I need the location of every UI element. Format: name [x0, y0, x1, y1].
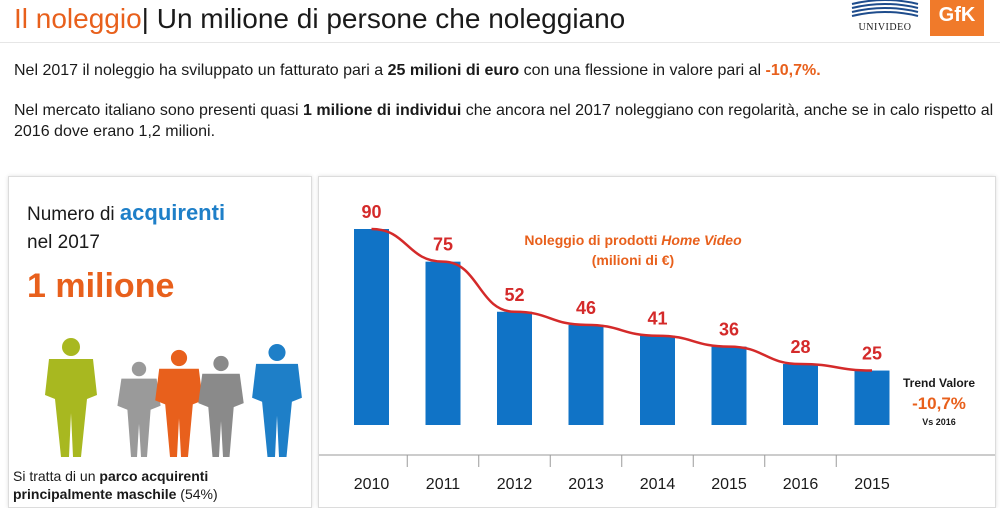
x-tick-2: 2012 — [497, 476, 533, 493]
buyers-label-suffix: nel 2017 — [27, 232, 100, 253]
intro-p2-a: Nel mercato italiano sono presenti quasi — [14, 102, 304, 119]
intro-paragraph-1: Nel 2017 il noleggio ha sviluppato un fa… — [14, 60, 994, 81]
bar-2 — [497, 311, 532, 425]
bar-6 — [783, 364, 818, 425]
person-figure-1 — [117, 361, 161, 457]
bar-label-1: 75 — [433, 235, 453, 255]
trend-line — [371, 227, 873, 372]
buyers-label: Numero di acquirenti nel 2017 — [27, 199, 225, 257]
bar-1 — [425, 261, 461, 425]
intro-paragraph-2: Nel mercato italiano sono presenti quasi… — [14, 100, 994, 142]
buyers-note-b: parco acquirenti principalmente maschile — [13, 468, 209, 502]
chart-panel: Noleggio di prodotti Home Video (milioni… — [318, 176, 996, 508]
buyers-panel: Numero di acquirenti nel 2017 1 milione … — [8, 176, 312, 508]
people-illustration — [45, 338, 302, 457]
univideo-logo-mark — [851, 0, 919, 17]
bar-label-4: 41 — [647, 309, 667, 329]
bar-0 — [354, 229, 389, 425]
x-tick-6: 2016 — [783, 476, 819, 493]
buyers-label-prefix: Numero di — [27, 204, 120, 225]
title-divider — [0, 42, 1000, 43]
x-tick-5: 2015 — [711, 476, 747, 493]
buyers-label-big: acquirenti — [119, 200, 226, 225]
title-rest: Un milione di persone che noleggiano — [148, 3, 626, 34]
buyers-note-a: Si tratta di un — [13, 468, 100, 484]
bar-3 — [568, 324, 604, 425]
univideo-logo: UNIVIDEO — [848, 0, 922, 36]
title-separator: | — [141, 3, 149, 34]
bar-label-2: 52 — [504, 285, 524, 305]
intro-p2-c: che ancora nel 2017 noleggiano con regol… — [14, 102, 994, 140]
bar-label-0: 90 — [361, 202, 381, 222]
title-accent: Il noleggio — [14, 3, 142, 34]
x-tick-0: 2010 — [354, 476, 390, 493]
intro-p1-d: -10,7%. — [765, 62, 821, 79]
person-figure-4 — [252, 343, 302, 457]
bar-label-3: 46 — [576, 298, 596, 318]
x-tick-3: 2013 — [568, 476, 604, 493]
x-tick-4: 2014 — [640, 476, 676, 493]
bar-label-6: 28 — [790, 337, 810, 357]
buyers-note: Si tratta di un parco acquirenti princip… — [13, 467, 303, 503]
buyers-note-c: (54%) — [176, 486, 218, 502]
trend-title: Trend Valore — [903, 376, 975, 390]
person-figure-3 — [198, 355, 244, 457]
bar-4 — [640, 335, 675, 425]
bar-label-5: 36 — [719, 320, 739, 340]
intro-p2-b: 1 milione di individui — [303, 102, 462, 119]
intro-p1-b: 25 milioni di euro — [387, 62, 520, 79]
intro-p1-a: Nel 2017 il noleggio ha sviluppato un fa… — [14, 62, 388, 79]
chart-title-line2: (milioni di €) — [592, 252, 674, 268]
buyers-value: 1 milione — [27, 267, 175, 305]
rental-chart: Noleggio di prodotti Home Video (milioni… — [319, 202, 995, 493]
chart-title-line1: Noleggio di prodotti Home Video — [524, 232, 742, 248]
x-tick-1: 2011 — [426, 476, 461, 493]
x-tick-7: 2015 — [854, 476, 890, 493]
bar-label-7: 25 — [862, 344, 882, 364]
person-figure-0 — [45, 338, 97, 457]
page-title: Il noleggio| Un milione di persone che n… — [14, 2, 625, 36]
trend-sub: Vs 2016 — [922, 417, 956, 427]
bar-7 — [854, 370, 890, 425]
univideo-logo-text: UNIVIDEO — [858, 22, 912, 33]
trend-value: -10,7% — [912, 394, 966, 413]
gfk-logo: GfK — [930, 0, 984, 36]
bar-5 — [711, 346, 747, 425]
intro-p1-c: con una flessione in valore pari al — [519, 62, 766, 79]
person-figure-2 — [155, 349, 203, 457]
